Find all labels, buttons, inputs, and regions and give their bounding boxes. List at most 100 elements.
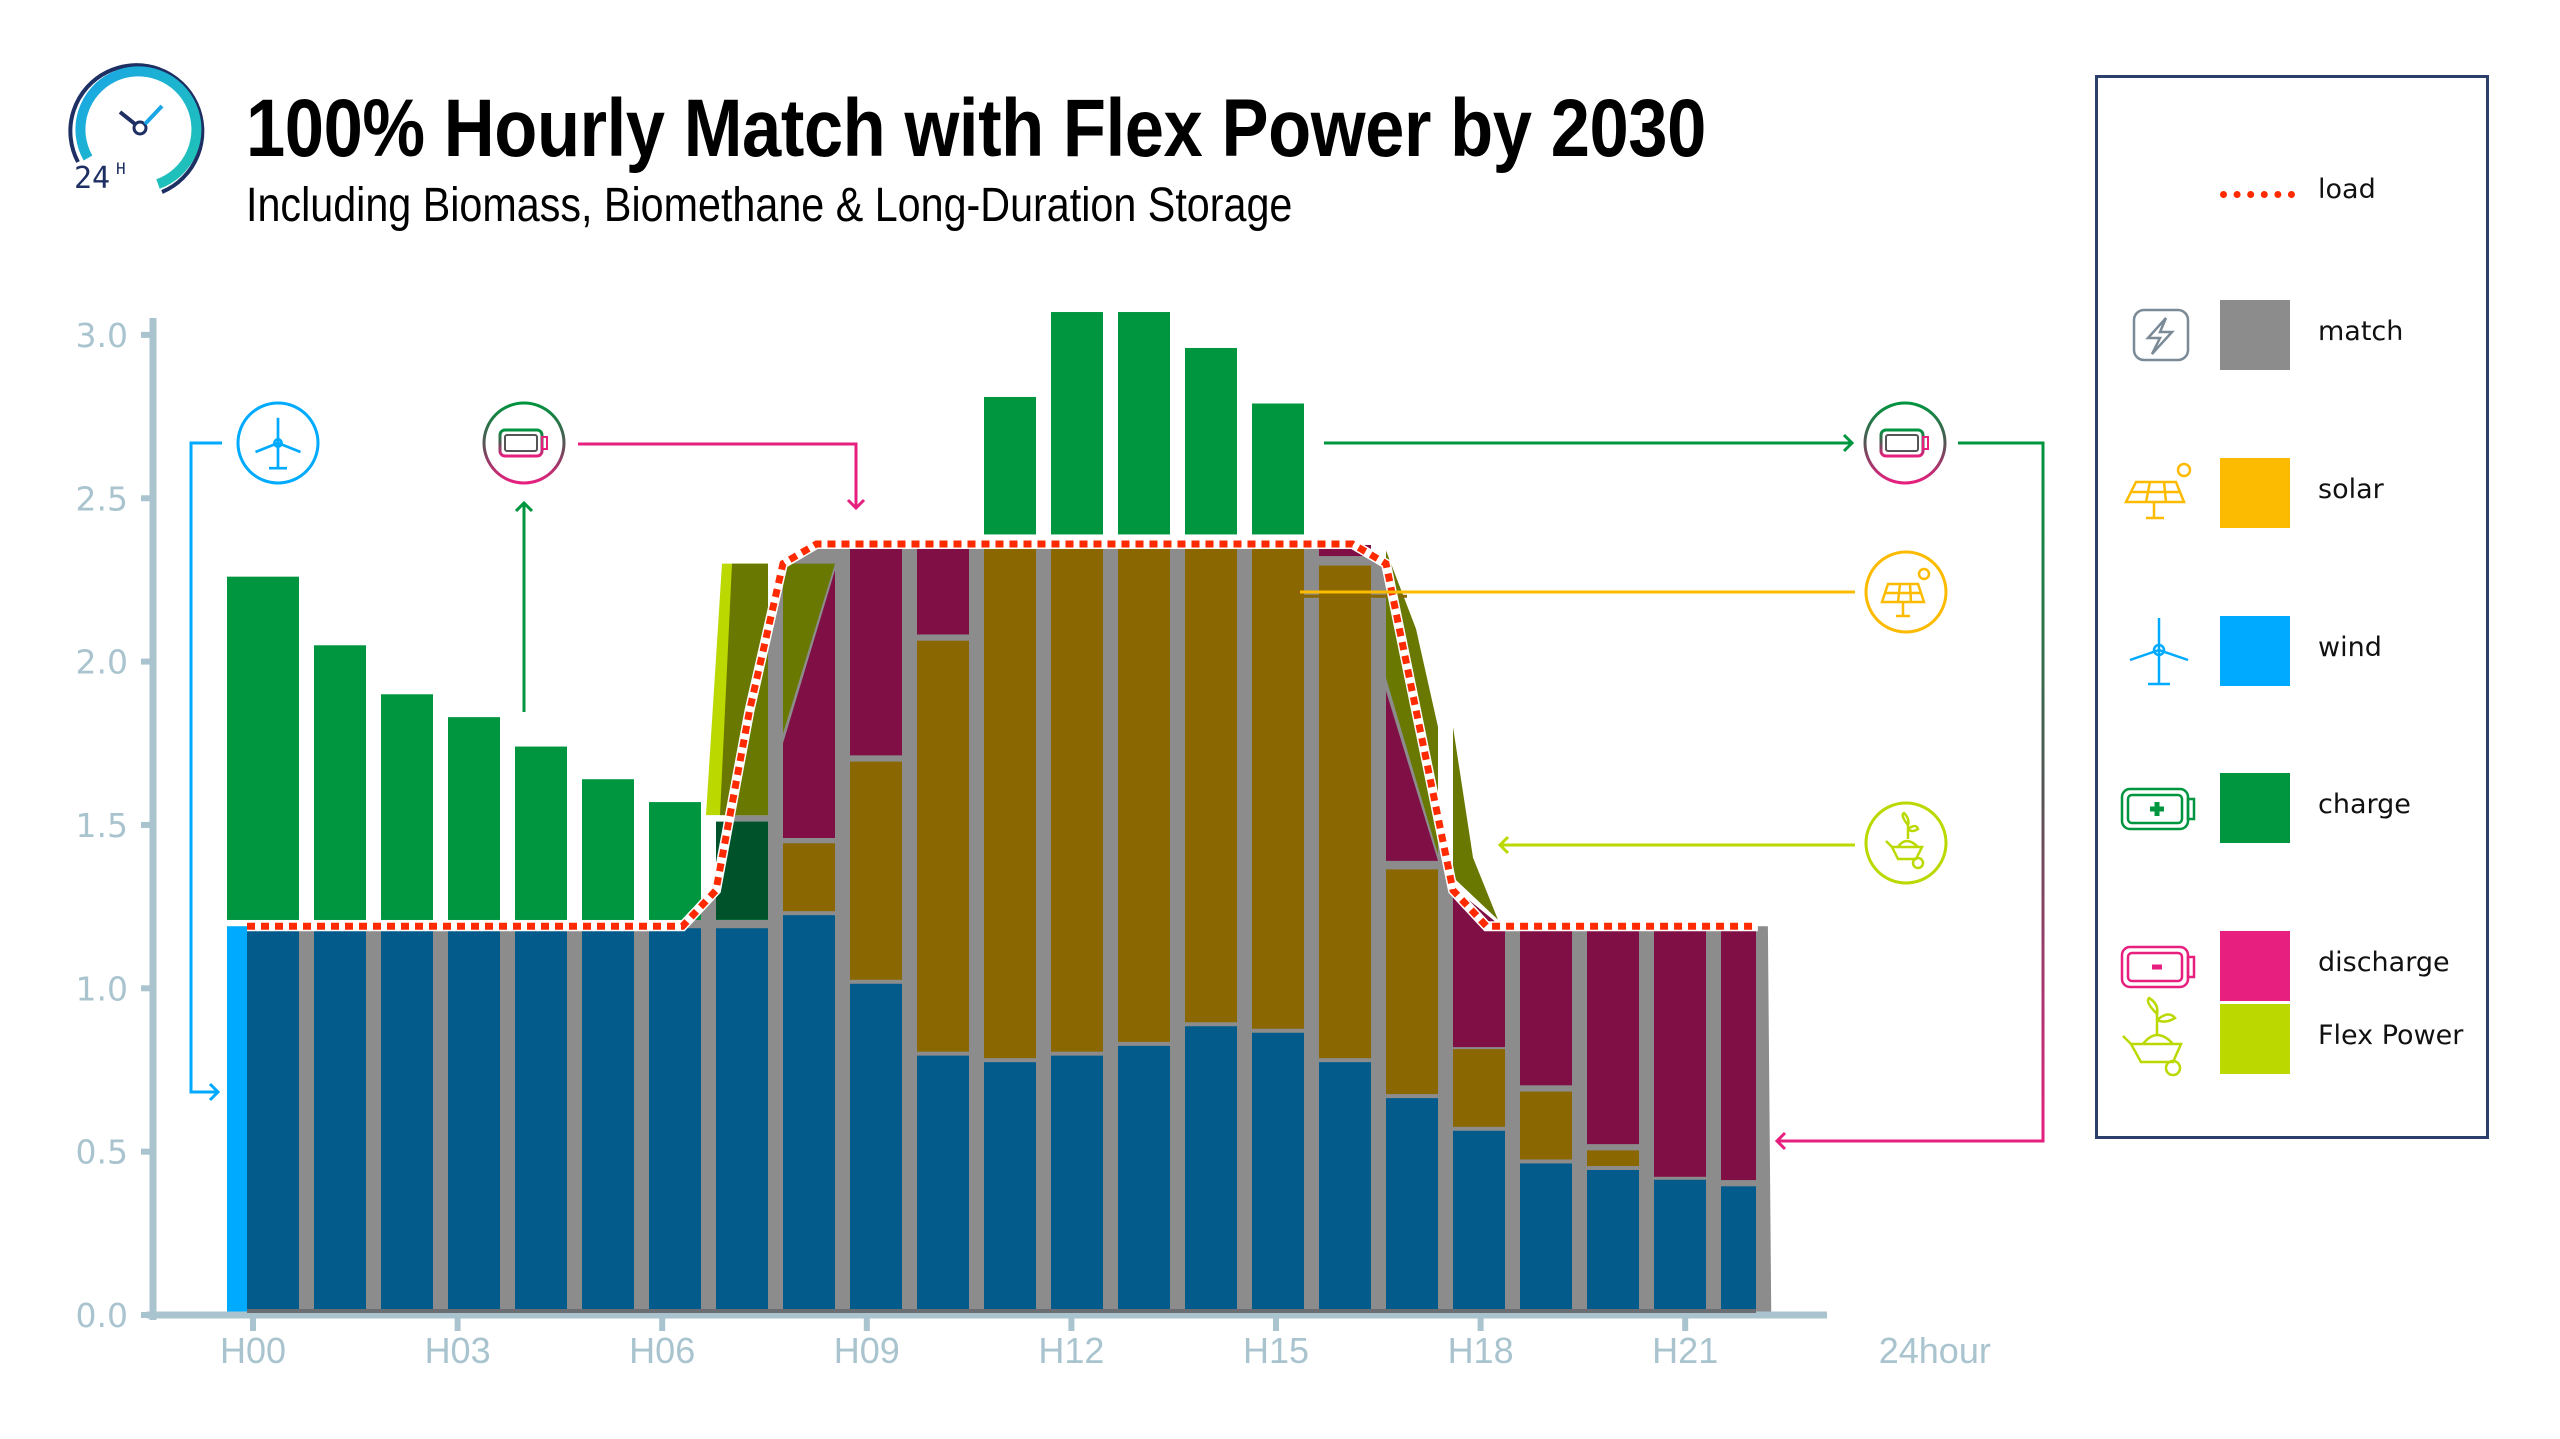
- solar-bar: [917, 640, 969, 1052]
- wind-bar: [448, 928, 500, 1315]
- wind-bar: [1386, 1098, 1438, 1315]
- charge-bar: [1185, 347, 1237, 535]
- charge-bar: [582, 779, 634, 920]
- wind-bar: [247, 928, 299, 1315]
- axes: 0.0 0.5 1.0 1.5 2.0 2.5 3.0 H00 H03 H06 H09 H12 H15 H…: [76, 316, 1991, 1371]
- solar-bar: [1118, 545, 1170, 1042]
- wind-bar: [1185, 1026, 1237, 1315]
- y-tick-label: 0.5: [76, 1133, 128, 1172]
- flex-annotation: [1497, 801, 1948, 885]
- legend-label: match: [2318, 316, 2404, 347]
- x-tick-label: H06: [629, 1330, 695, 1371]
- wind-bar: [314, 928, 366, 1315]
- flex-bar: [1453, 726, 1498, 920]
- legend-item-discharge: discharge: [2098, 931, 2486, 1001]
- wind-bar: [984, 1062, 1036, 1315]
- solar-bar: [984, 545, 1036, 1059]
- battery-annotation-morning: [482, 401, 866, 712]
- wind-bar: [1721, 1186, 1756, 1315]
- load-line: [247, 540, 1758, 930]
- solar-annotation: [1300, 550, 1948, 634]
- discharge-bar: [850, 544, 902, 756]
- legend-item-flex-power: Flex Power: [2095, 996, 2489, 1077]
- wind-bar: [1118, 1045, 1170, 1315]
- x-tick-label: H21: [1652, 1330, 1718, 1371]
- legend-item-charge: charge: [2098, 773, 2486, 843]
- wind-bar: [1252, 1032, 1304, 1315]
- solar-panel-icon: [1880, 567, 1931, 618]
- x-tick-label: H18: [1448, 1330, 1514, 1371]
- battery-discharge-icon: [2120, 945, 2196, 989]
- charge-swatch: [2220, 773, 2290, 843]
- battery-annotation-evening: [1324, 401, 2045, 1151]
- bars-layer: [227, 312, 1772, 1315]
- flex-bar: [720, 563, 768, 816]
- y-tick-label: 0.0: [76, 1296, 128, 1335]
- charge-bar: [1118, 312, 1170, 535]
- legend-item-solar: solar: [2098, 458, 2486, 528]
- discharge-bar: [1386, 691, 1438, 861]
- flex-bar: [783, 563, 835, 734]
- discharge-bar: [1654, 927, 1706, 1177]
- solar-swatch: [2220, 458, 2290, 528]
- charge-bar: [649, 802, 701, 920]
- discharge-bar: [1587, 927, 1639, 1145]
- solar-bar: [1587, 1150, 1639, 1166]
- legend-label: wind: [2318, 632, 2382, 663]
- wind-turbine-icon: [2129, 618, 2189, 686]
- legend-label: discharge: [2318, 947, 2450, 978]
- legend-label: load: [2318, 174, 2376, 205]
- clock-24h-icon: 24 H: [68, 63, 205, 196]
- wind-bar: [1654, 1179, 1706, 1315]
- biomass-wheelbarrow-icon: [1885, 811, 1925, 870]
- solar-bar: [1185, 545, 1237, 1023]
- charge-bar: [314, 645, 366, 920]
- wind-swatch: [2220, 616, 2290, 686]
- discharge-swatch: [2220, 931, 2290, 1001]
- wind-bar: [381, 928, 433, 1315]
- wind-bar: [515, 928, 567, 1315]
- legend-item-match: match: [2098, 300, 2486, 370]
- wind-annotation: [189, 401, 320, 1102]
- wind-bar: [783, 915, 835, 1315]
- charge-bar: [1051, 312, 1103, 535]
- chart-title: 100% Hourly Match with Flex Power by 203…: [246, 83, 1706, 174]
- legend: load match solar wind charge discharge: [2095, 75, 2489, 1139]
- y-tick-label: 3.0: [76, 316, 128, 355]
- wind-bar: [917, 1055, 969, 1315]
- wind-bar: [1453, 1130, 1505, 1315]
- solar-bar: [783, 843, 835, 912]
- battery-icon: [498, 428, 548, 458]
- charge-bar: [381, 694, 433, 920]
- solar-panel-icon: [2123, 462, 2192, 520]
- solar-bar: [850, 761, 902, 980]
- svg-text:H: H: [116, 159, 126, 178]
- solar-bar: [1319, 565, 1371, 1059]
- x-tick-label: H09: [834, 1330, 900, 1371]
- wind-bar: [582, 928, 634, 1315]
- charge-bar: [515, 746, 567, 920]
- battery-icon: [1879, 428, 1929, 458]
- chart-subtitle: Including Biomass, Biomethane & Long-Dur…: [246, 179, 1293, 232]
- wind-bar: [1319, 1062, 1371, 1315]
- x-tick-label: H15: [1243, 1330, 1309, 1371]
- discharge-bar: [1520, 927, 1572, 1086]
- y-tick-label: 1.0: [76, 969, 128, 1008]
- legend-item-load: load: [2098, 158, 2486, 228]
- y-tick-label: 1.5: [76, 806, 128, 845]
- solar-bar: [1386, 869, 1438, 1095]
- battery-charge-icon: [2120, 787, 2196, 831]
- wind-turbine-icon: [254, 417, 302, 470]
- load-line-swatch: [2220, 191, 2295, 198]
- solar-bar: [1051, 545, 1103, 1052]
- match-swatch: [2220, 300, 2290, 370]
- charge-bar: [1252, 403, 1304, 535]
- x-tick-label: 24hour: [1879, 1330, 1991, 1371]
- wind-bar: [1520, 1163, 1572, 1315]
- flex-swatch: [2220, 1004, 2290, 1074]
- x-tick-label: H03: [425, 1330, 491, 1371]
- biomass-wheelbarrow-icon: [2122, 996, 2183, 1077]
- legend-label: charge: [2318, 789, 2411, 820]
- wind-bar: [716, 928, 768, 1315]
